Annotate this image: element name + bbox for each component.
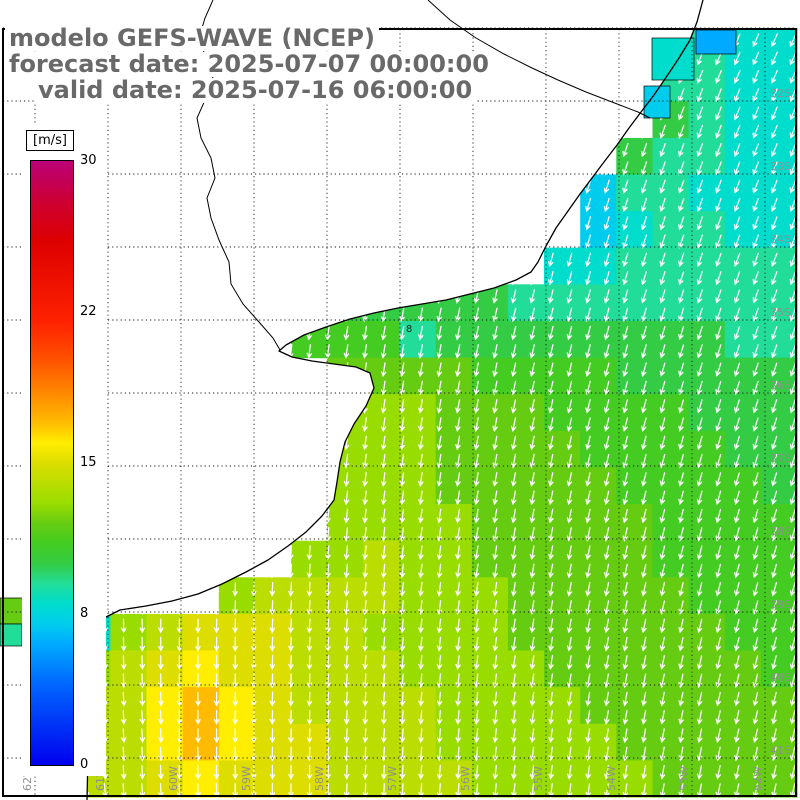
colorbar-tick-label: 22 — [80, 304, 97, 319]
lon-label: 59W — [240, 766, 253, 791]
lon-label: 57W — [386, 766, 399, 791]
colorbar-unit-label: [m/s] — [26, 130, 74, 151]
lon-label: 54W — [605, 766, 618, 791]
valid-date-label: valid date: 2025-07-16 06:00:00 — [34, 78, 477, 103]
lat-label: 39S — [770, 598, 791, 611]
colorbar — [30, 160, 74, 766]
wind-speed-field — [74, 28, 798, 798]
lat-label: 41S — [770, 744, 791, 757]
coastline — [86, 0, 704, 800]
colorbar-tick-label: 0 — [80, 757, 89, 772]
lat-label: 36S — [770, 379, 791, 392]
lat-label: 33S — [770, 160, 791, 173]
lat-label: 34S — [770, 233, 791, 246]
model-title: modelo GEFS-WAVE (NCEP) — [5, 26, 379, 51]
colorbar-tick-label: 30 — [80, 153, 97, 168]
lon-label: 53W — [678, 766, 691, 791]
contour-label: 8 — [406, 324, 412, 335]
lon-label: 52W — [751, 766, 764, 791]
lat-label: 40S — [770, 671, 791, 684]
colorbar-tick-label: 15 — [80, 455, 97, 470]
lon-label: 56W — [459, 766, 472, 791]
lon-label: 58W — [313, 766, 326, 791]
lon-label: 55W — [532, 766, 545, 791]
forecast-date-label: forecast date: 2025-07-07 00:00:00 — [5, 52, 493, 77]
colorbar-tick-label: 8 — [80, 606, 89, 621]
lat-label: 32S — [770, 87, 791, 100]
map-frame — [2, 28, 797, 797]
land-mask — [0, 0, 703, 800]
lon-label: 60W — [167, 766, 180, 791]
lat-label: 35S — [770, 306, 791, 319]
lat-label: 38S — [770, 525, 791, 538]
lat-label: 37S — [770, 452, 791, 465]
